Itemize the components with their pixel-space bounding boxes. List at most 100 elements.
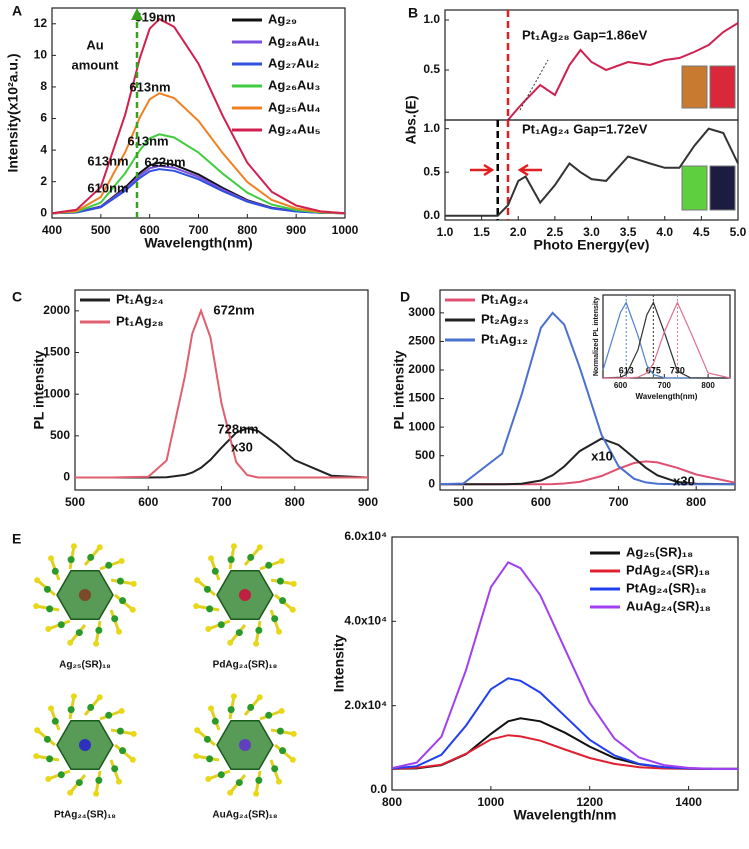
ligand-atom (208, 555, 215, 562)
shell-atom (43, 585, 51, 593)
shell-atom (95, 626, 103, 634)
x-tick-label: 900 (358, 495, 378, 509)
legend-label: Ag₂₈Au₁ (268, 33, 320, 48)
core-atom (79, 589, 91, 601)
ligand-atom (129, 606, 136, 613)
series-line (391, 717, 738, 770)
y-tick-label: 0 (40, 205, 47, 219)
ligand-atom (205, 775, 212, 782)
x-tick-label: 800 (285, 495, 305, 509)
x-tick-label: 800 (382, 795, 402, 809)
shell-atom (57, 771, 65, 779)
ligand-atom (118, 708, 125, 715)
x-tick-label: 400 (42, 223, 62, 237)
shell-atom (235, 779, 243, 787)
x-tick-label: 1.0 (437, 225, 454, 239)
shell-atom (67, 706, 75, 714)
y-tick-label: 12 (34, 16, 48, 30)
ligand-atom (33, 603, 40, 610)
ligand-atom (115, 628, 122, 635)
vial-photo (709, 65, 736, 109)
ligand-atom (194, 577, 201, 584)
ligand-atom (45, 775, 52, 782)
legend-label: Ag₂₅Au₄ (268, 99, 321, 114)
structure-label: AuAg₂₄(SR)₁₈ (212, 810, 278, 821)
x-tick-label: 700 (658, 381, 672, 390)
shell-atom (95, 776, 103, 784)
annotation: 613nm (129, 79, 170, 94)
x-tick-label: 700 (211, 495, 231, 509)
x-tick-label: 1.5 (473, 225, 490, 239)
legend-label: Ag₂₆Au₃ (268, 77, 320, 92)
ligand-atom (118, 558, 125, 565)
annotation: 613nm (127, 133, 168, 148)
ligand-atom (33, 753, 40, 760)
ligand-atom (230, 693, 237, 700)
shell-atom (271, 765, 279, 773)
shell-atom (105, 711, 113, 719)
series-line (51, 168, 346, 215)
panel-letter: A (12, 3, 22, 19)
ligand-atom (130, 730, 137, 737)
legend-label: Pt₂Ag₂₃ (481, 311, 529, 326)
shell-atom (276, 577, 284, 585)
core-atom (239, 739, 251, 751)
series-line (51, 92, 346, 215)
ligand-atom (193, 753, 200, 760)
shell-atom (43, 735, 51, 743)
shell-atom (255, 776, 263, 784)
ligand-atom (96, 694, 103, 701)
ligand-atom (290, 580, 297, 587)
ligand-atom (289, 606, 296, 613)
legend-label: PtAg₂₄(SR)₁₈ (626, 580, 706, 595)
annotation: x30 (231, 439, 253, 454)
shell-atom (247, 553, 255, 561)
annotation: Au (86, 37, 103, 52)
x-tick-label: 4.5 (693, 225, 710, 239)
ligand-atom (275, 778, 282, 785)
x-tick-label: 800 (686, 495, 706, 509)
x-tick-label: 3.0 (583, 225, 600, 239)
shell-atom (206, 755, 214, 763)
y-axis-label: Normalized PL intensity (593, 297, 600, 376)
ligand-atom (253, 640, 260, 647)
y-tick-label: 0.0 (370, 782, 387, 796)
vial-photo (681, 65, 708, 109)
ligand-atom (129, 756, 136, 763)
legend-label: Pt₁Ag₂₈ (116, 313, 164, 328)
arrow (470, 163, 495, 177)
x-tick-label: 1400 (675, 795, 702, 809)
ligand-atom (67, 639, 74, 646)
shell-atom (265, 711, 273, 719)
series-line (603, 301, 731, 379)
x-axis-label: Wavelength/nm (514, 807, 617, 823)
annotation: 622nm (144, 154, 185, 169)
annotation: x10 (591, 448, 613, 463)
ligand-atom (227, 639, 234, 646)
y-tick-label: 1500 (408, 391, 435, 405)
structure-label: PdAg₂₄(SR)₁₈ (213, 660, 278, 671)
shell-atom (111, 765, 119, 773)
y-tick-label: 1000 (408, 419, 435, 433)
shell-atom (211, 717, 219, 725)
ligand-atom (290, 730, 297, 737)
x-tick-label: 600 (531, 495, 551, 509)
shell-atom (279, 747, 287, 755)
legend-label: Pt₁Ag₁₂ (481, 331, 528, 346)
au-arrowhead (131, 8, 143, 20)
shell-atom (51, 567, 59, 575)
x-tick-label: 4.0 (656, 225, 673, 239)
series-line (602, 301, 730, 379)
legend-label: AuAg₂₄(SR)₁₈ (626, 598, 711, 613)
shell-atom (247, 703, 255, 711)
y-tick-label: 500 (50, 428, 70, 442)
annotation: 619nm (134, 9, 175, 24)
shell-atom (46, 755, 54, 763)
shell-atom (276, 727, 284, 735)
annotation: x30 (673, 473, 695, 488)
ligand-atom (205, 625, 212, 632)
y-tick-label: 6 (40, 111, 47, 125)
series-line (440, 437, 736, 486)
ligand-atom (253, 790, 260, 797)
chart-4: 500 600 700 800 0 500 1000 1500 2000 2500 3000 Pt₁A… (391, 289, 736, 509)
